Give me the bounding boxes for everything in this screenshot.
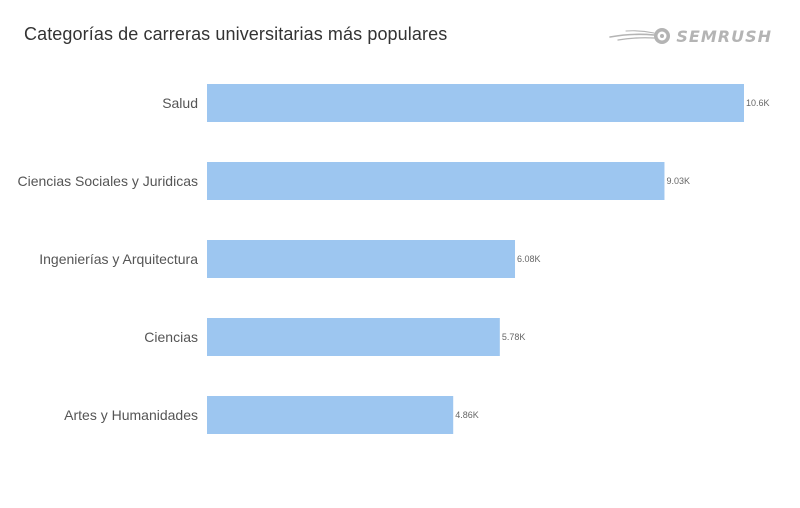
category-label: Salud xyxy=(162,95,198,111)
bar xyxy=(207,396,454,434)
category-label: Ingenierías y Arquitectura xyxy=(39,251,198,267)
chart-title: Categorías de carreras universitarias má… xyxy=(24,24,448,44)
category-label: Ciencias xyxy=(144,329,198,345)
value-label: 6.08K xyxy=(517,254,541,264)
bar xyxy=(207,84,744,122)
semrush-logo: SEMRUSH xyxy=(608,26,772,46)
logo-text: SEMRUSH xyxy=(676,26,772,46)
bar xyxy=(207,162,665,200)
semrush-fireball-icon xyxy=(609,28,671,44)
category-label: Ciencias Sociales y Juridicas xyxy=(17,173,198,189)
value-label: 10.6K xyxy=(746,98,770,108)
bar xyxy=(207,318,500,356)
value-label: 9.03K xyxy=(666,176,690,186)
category-label: Artes y Humanidades xyxy=(64,407,198,423)
value-label: 5.78K xyxy=(502,332,526,342)
bar xyxy=(207,240,516,278)
value-label: 4.86K xyxy=(455,410,479,420)
